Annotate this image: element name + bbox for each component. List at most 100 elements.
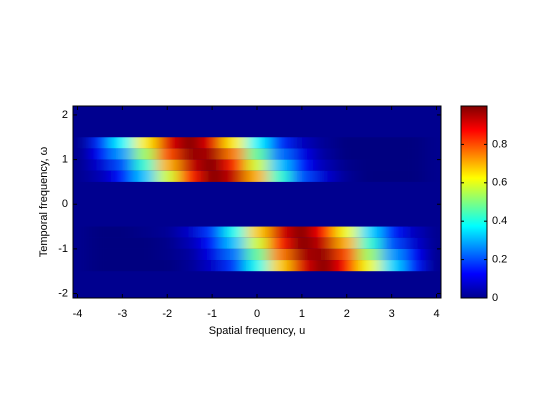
heatmap-cell: [88, 248, 112, 261]
heatmap-cell: [268, 248, 292, 261]
heatmap-cell: [357, 148, 381, 160]
heatmap-cell: [223, 148, 247, 160]
colorbar-tick-label: 0.6: [492, 177, 507, 189]
heatmap-cell: [133, 148, 157, 160]
colorbar-tick-label: 0.2: [492, 254, 507, 266]
heatmap-cell: [402, 260, 426, 272]
heatmap-cell: [223, 237, 247, 249]
heatmap-cell: [335, 260, 359, 272]
heatmap-cell: [178, 260, 202, 272]
heatmap-cell: [380, 137, 404, 149]
heatmap-cell: [357, 170, 381, 182]
heatmap-cell: [380, 237, 404, 249]
heatmap-cell: [245, 237, 269, 249]
heatmap-cell: [313, 137, 337, 149]
colorbar-tick-label: 0.8: [492, 138, 507, 150]
heatmap-cell: [133, 226, 157, 238]
heatmap-cell: [402, 137, 426, 149]
heatmap-cell: [111, 248, 135, 261]
heatmap-cell: [245, 148, 269, 160]
heatmap-cell: [402, 226, 426, 238]
heatmap-cell: [133, 159, 157, 171]
heatmap-cell: [111, 226, 135, 238]
heatmap-cell: [156, 170, 179, 182]
heatmap-cell: [402, 148, 426, 160]
heatmap-cell: [88, 260, 112, 272]
x-tick-label: -4: [73, 308, 83, 320]
heatmap-cell: [178, 170, 202, 182]
heatmap-cell: [111, 148, 135, 160]
heatmap-cell: [290, 226, 314, 238]
heatmap-cell: [223, 137, 247, 149]
x-tick-label: 1: [299, 308, 305, 320]
heatmap-cell: [313, 170, 337, 182]
heatmap-cell: [200, 148, 224, 160]
colorbar: [460, 105, 488, 299]
y-tick-label: -1: [58, 243, 68, 255]
heatmap-cell: [313, 148, 337, 160]
heatmap-cell: [357, 159, 381, 171]
heatmap-cell: [223, 248, 247, 261]
heatmap-cell: [156, 159, 179, 171]
x-tick-label: -1: [207, 308, 217, 320]
x-tick-label: 4: [433, 308, 439, 320]
heatmap-cell: [223, 159, 247, 171]
heatmap-cell: [268, 226, 292, 238]
heatmap-cell: [178, 226, 202, 238]
heatmap-cell: [290, 248, 314, 261]
heatmap-cell: [357, 237, 381, 249]
heatmap-cell: [200, 137, 224, 149]
heatmap-cell: [111, 159, 135, 171]
heatmap-cell: [111, 260, 135, 272]
heatmap-cell: [268, 237, 292, 249]
heatmap-cell: [268, 148, 292, 160]
heatmap-cell: [290, 170, 314, 182]
y-tick-label: 1: [62, 153, 68, 165]
heatmap-cell: [245, 226, 269, 238]
heatmap: [88, 137, 426, 272]
heatmap-cell: [268, 137, 292, 149]
heatmap-cell: [156, 226, 179, 238]
heatmap-cell: [223, 170, 247, 182]
heatmap-cell: [335, 237, 359, 249]
heatmap-cell: [245, 260, 269, 272]
heatmap-cell: [200, 260, 224, 272]
colorbar-tick-label: 0.4: [492, 215, 507, 227]
heatmap-cell: [357, 226, 381, 238]
heatmap-cell: [290, 159, 314, 171]
heatmap-cell: [380, 226, 404, 238]
y-tick-label: -2: [58, 287, 68, 299]
heatmap-cell: [88, 170, 112, 182]
heatmap-cell: [223, 260, 247, 272]
heatmap-cell: [88, 137, 112, 149]
x-tick-label: 3: [389, 308, 395, 320]
heatmap-cell: [200, 159, 224, 171]
y-tick-label: 2: [62, 109, 68, 121]
heatmap-cell: [178, 148, 202, 160]
heatmap-cell: [111, 170, 135, 182]
heatmap-cell: [156, 137, 179, 149]
heatmap-cell: [380, 159, 404, 171]
heatmap-cell: [402, 159, 426, 171]
heatmap-cell: [313, 248, 337, 261]
heatmap-cell: [245, 170, 269, 182]
heatmap-cell: [200, 170, 224, 182]
heatmap-cell: [313, 260, 337, 272]
heatmap-cell: [156, 248, 179, 261]
heatmap-cell: [380, 260, 404, 272]
heatmap-cell: [290, 260, 314, 272]
heatmap-cell: [380, 148, 404, 160]
heatmap-cell: [133, 237, 157, 249]
heatmap-cell: [156, 260, 179, 272]
heatmap-cell: [268, 260, 292, 272]
y-axis-label: Temporal frequency, ω: [38, 146, 50, 257]
heatmap-cell: [88, 226, 112, 238]
heatmap-cell: [313, 226, 337, 238]
heatmap-cell: [111, 137, 135, 149]
heatmap-cell: [133, 170, 157, 182]
heatmap-cell: [335, 137, 359, 149]
heatmap-cell: [178, 248, 202, 261]
heatmap-cell: [111, 237, 135, 249]
